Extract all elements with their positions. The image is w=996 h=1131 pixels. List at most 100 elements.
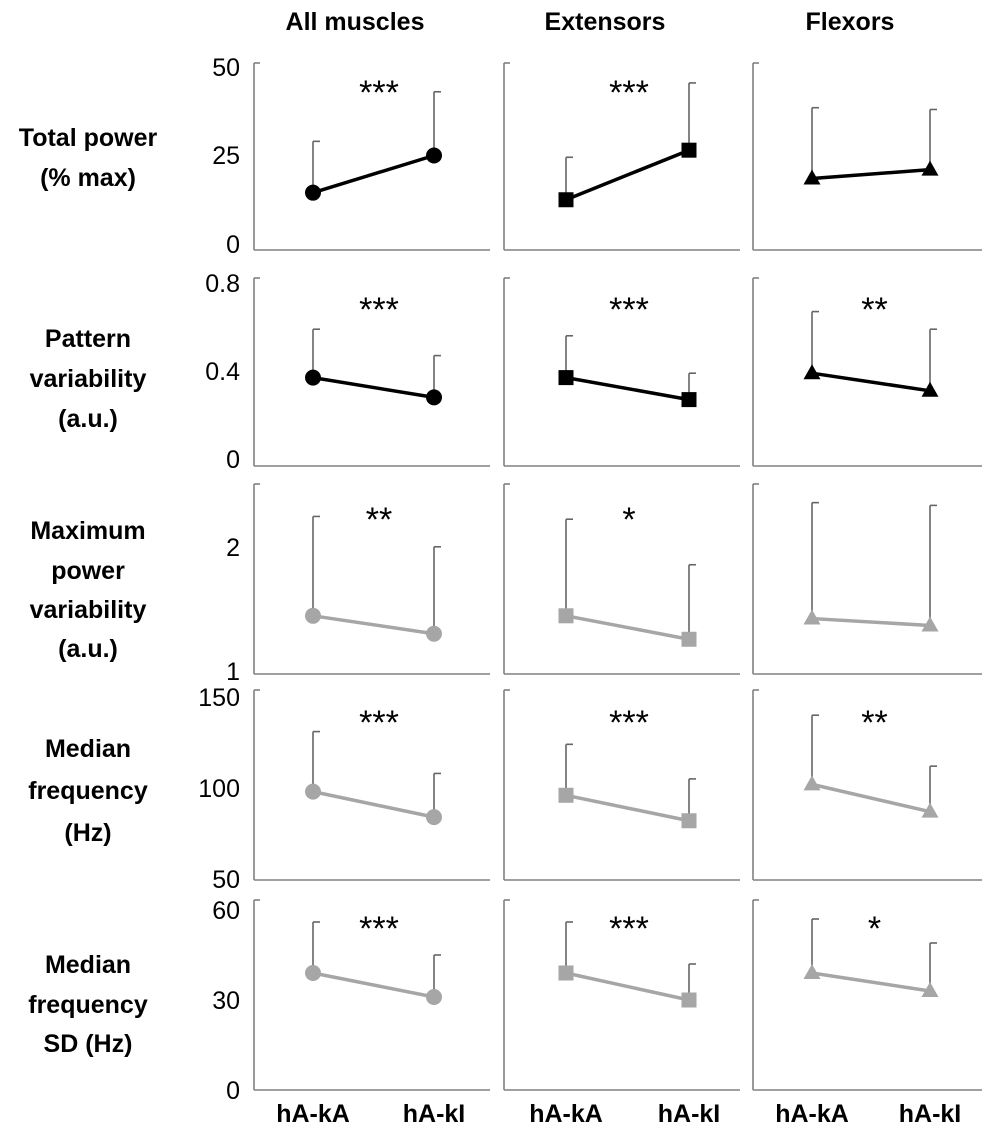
- data-point-square: [558, 965, 574, 981]
- significance-marker: *: [622, 501, 635, 539]
- y-tick-label-row-4: 30: [212, 987, 240, 1015]
- x-tick-label: hA-kA: [775, 1100, 849, 1128]
- series-line: [312, 971, 435, 999]
- significance-marker: ***: [359, 704, 399, 742]
- row-label-2-line-1: power: [51, 557, 125, 585]
- data-point-circle: [426, 389, 442, 406]
- y-tick-label-row-4: 0: [226, 1077, 240, 1105]
- data-point-triangle: [803, 364, 821, 380]
- significance-marker: **: [861, 704, 887, 742]
- row-label-3-line-0: Median: [45, 735, 131, 763]
- significance-marker: *: [868, 910, 881, 948]
- y-tick-label-row-2: 2: [226, 534, 240, 562]
- row-label-1-line-1: variability: [30, 365, 147, 393]
- significance-marker: **: [861, 291, 887, 329]
- data-point-circle: [426, 809, 442, 826]
- y-tick-label-row-3: 150: [198, 684, 240, 712]
- significance-marker: ***: [359, 74, 399, 112]
- data-point-square: [558, 370, 574, 386]
- data-point-square: [681, 142, 697, 158]
- data-point-square: [681, 392, 697, 408]
- y-tick-label-row-3: 100: [198, 775, 240, 803]
- data-point-triangle: [921, 982, 939, 997]
- series-line: [312, 614, 435, 636]
- y-tick-label-row-2: 1: [226, 658, 240, 686]
- significance-marker: ***: [609, 704, 649, 742]
- data-point-circle: [426, 989, 442, 1005]
- data-point-triangle: [803, 964, 821, 979]
- data-point-circle: [426, 147, 442, 164]
- column-title-all-muscles: All muscles: [286, 8, 425, 36]
- data-point-triangle: [803, 609, 821, 625]
- significance-marker: ***: [609, 291, 649, 329]
- significance-marker: **: [366, 501, 392, 539]
- x-tick-label: hA-kI: [403, 1100, 466, 1128]
- data-layer: [305, 82, 939, 1008]
- row-label-0-line-1: (% max): [40, 164, 136, 192]
- text-layer: All muscles Extensors Flexors Total power (%…: [19, 8, 961, 1128]
- series-line: [312, 153, 435, 195]
- data-point-square: [558, 608, 574, 624]
- data-point-circle: [305, 783, 321, 800]
- data-point-square: [681, 631, 697, 647]
- data-point-triangle: [921, 802, 939, 818]
- y-tick-label-row-0: 25: [212, 142, 240, 170]
- column-title-extensors: Extensors: [545, 8, 666, 36]
- y-tick-label-row-1: 0: [226, 446, 240, 474]
- series-line: [811, 782, 931, 814]
- axes-layer: [253, 62, 982, 1091]
- column-title-flexors: Flexors: [806, 8, 895, 36]
- row-label-1-line-0: Pattern: [45, 325, 131, 353]
- data-point-triangle: [921, 160, 939, 176]
- data-point-circle: [305, 965, 321, 981]
- significance-marker: ***: [359, 910, 399, 948]
- x-tick-label: hA-kA: [276, 1100, 350, 1128]
- series-line: [565, 614, 690, 641]
- x-tick-label: hA-kA: [529, 1100, 603, 1128]
- data-point-square: [681, 992, 697, 1008]
- series-line: [811, 167, 931, 181]
- y-tick-label-row-1: 0.8: [205, 270, 240, 298]
- row-label-2-line-0: Maximum: [30, 517, 145, 545]
- series-line: [811, 616, 931, 628]
- row-label-1-line-2: (a.u.): [58, 405, 118, 433]
- row-label-3-line-1: frequency: [28, 777, 148, 805]
- y-tick-label-row-4: 60: [212, 897, 240, 925]
- data-point-triangle: [921, 616, 939, 632]
- row-label-3-line-2: (Hz): [64, 819, 111, 847]
- data-point-triangle: [803, 775, 821, 791]
- series-line: [565, 971, 690, 1002]
- row-label-2-line-2: variability: [30, 596, 147, 624]
- series-line: [811, 971, 931, 993]
- data-point-triangle: [921, 381, 939, 397]
- row-label-4-line-0: Median: [45, 951, 131, 979]
- y-tick-label-row-1: 0.4: [205, 358, 240, 386]
- row-label-4-line-2: SD (Hz): [44, 1030, 133, 1058]
- significance-marker: ***: [609, 910, 649, 948]
- row-label-0-line-0: Total power: [19, 124, 158, 152]
- series-line: [565, 375, 690, 402]
- data-point-square: [558, 787, 574, 803]
- data-point-triangle: [803, 169, 821, 185]
- y-tick-label-row-0: 50: [212, 54, 240, 82]
- data-point-circle: [426, 625, 442, 642]
- series-line: [565, 148, 690, 202]
- y-tick-label-row-3: 50: [212, 866, 240, 894]
- series-line: [312, 789, 435, 819]
- data-point-circle: [305, 369, 321, 386]
- row-label-2-line-3: (a.u.): [58, 635, 118, 663]
- data-point-square: [558, 192, 574, 208]
- row-label-4-line-1: frequency: [28, 991, 148, 1019]
- x-tick-label: hA-kI: [899, 1100, 962, 1128]
- x-tick-label: hA-kI: [658, 1100, 721, 1128]
- significance-marker: ***: [609, 74, 649, 112]
- series-line: [811, 371, 931, 393]
- series-line: [312, 375, 435, 400]
- series-line: [565, 793, 690, 823]
- significance-marker: ***: [359, 291, 399, 329]
- data-point-square: [681, 813, 697, 829]
- data-point-circle: [305, 184, 321, 201]
- data-point-circle: [305, 607, 321, 624]
- y-tick-label-row-0: 0: [226, 231, 240, 259]
